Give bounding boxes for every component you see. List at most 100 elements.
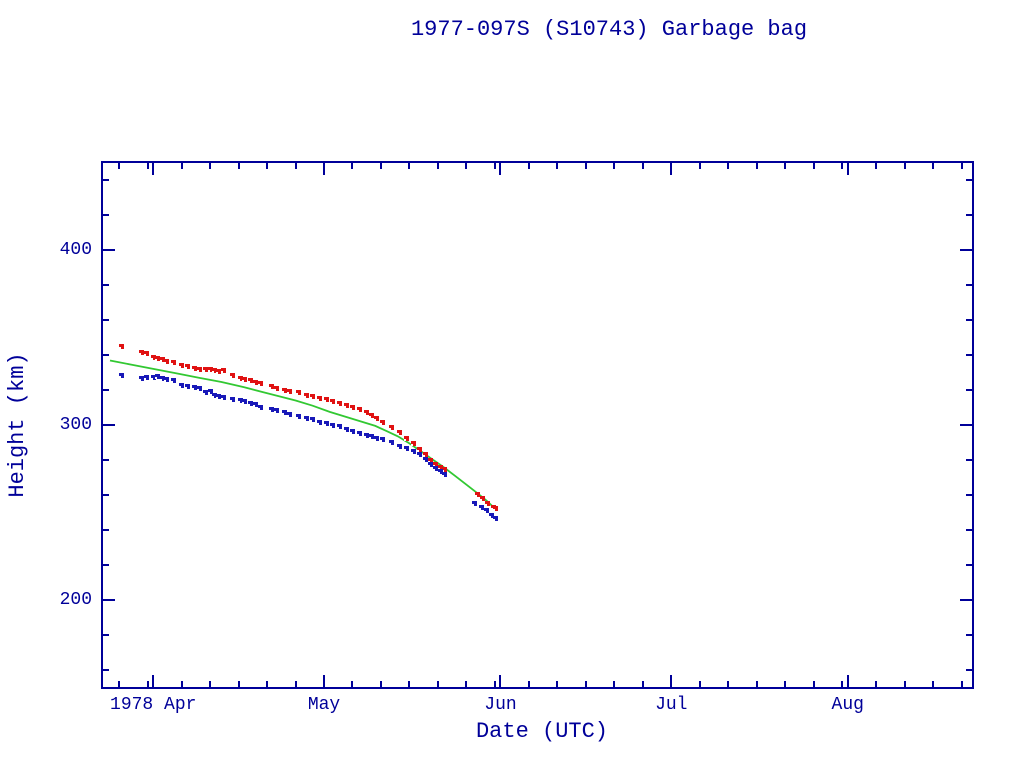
marker-notch <box>480 499 482 501</box>
marker-notch <box>185 367 187 369</box>
red-square-series-marker <box>324 397 329 402</box>
marker-notch <box>203 393 205 395</box>
y-major-tick <box>103 599 115 601</box>
y-tick-label: 400 <box>59 239 92 260</box>
marker-notch <box>144 354 146 356</box>
x-minor-tick <box>380 163 382 169</box>
x-minor-tick <box>961 681 963 688</box>
y-minor-tick <box>103 179 109 181</box>
marker-notch <box>404 449 406 451</box>
marker-notch <box>242 402 244 404</box>
red-square-series-marker <box>287 389 292 394</box>
marker-notch <box>364 436 366 438</box>
x-minor-tick <box>295 163 297 169</box>
red-square-series-marker <box>357 407 362 412</box>
red-square-series-marker <box>493 506 498 511</box>
marker-notch <box>192 388 194 390</box>
marker-notch <box>304 396 306 398</box>
blue-square-series-marker <box>350 429 355 434</box>
blue-square-series-marker <box>296 414 301 419</box>
blue-square-series-marker <box>404 446 409 451</box>
x-minor-tick <box>528 681 530 688</box>
marker-notch <box>216 397 218 399</box>
red-square-series-marker <box>389 425 394 430</box>
red-square-series-marker <box>397 430 402 435</box>
marker-notch <box>489 516 491 518</box>
y-minor-tick <box>103 319 109 321</box>
red-square-series-marker <box>485 501 490 506</box>
marker-notch <box>151 378 153 380</box>
red-square-series-marker <box>192 366 197 371</box>
red-square-series-marker <box>242 377 247 382</box>
x-minor-tick <box>380 681 382 688</box>
marker-notch <box>221 371 223 373</box>
x-minor-tick <box>642 163 644 169</box>
red-square-series-marker <box>296 390 301 395</box>
x-minor-tick <box>408 681 410 688</box>
x-minor-tick <box>181 681 183 688</box>
red-square-series-marker <box>203 367 208 372</box>
marker-notch <box>317 423 319 425</box>
marker-notch <box>269 387 271 389</box>
blue-square-series-marker <box>269 407 274 412</box>
x-minor-tick <box>784 681 786 688</box>
red-square-series-marker <box>208 367 213 372</box>
y-minor-tick <box>103 284 109 286</box>
marker-notch <box>144 378 146 380</box>
x-minor-tick <box>585 681 587 688</box>
y-minor-tick <box>103 564 109 566</box>
blue-square-series-marker <box>364 433 369 438</box>
blue-square-series-marker <box>287 412 292 417</box>
x-minor-tick <box>494 163 496 169</box>
marker-notch <box>160 360 162 362</box>
x-tick-label: 1978 Apr <box>110 695 197 715</box>
x-minor-tick <box>756 163 758 169</box>
blue-square-series-marker <box>374 436 379 441</box>
y-minor-tick <box>103 634 109 636</box>
blue-square-series-marker <box>216 394 221 399</box>
blue-square-series-marker <box>171 378 176 383</box>
marker-notch <box>357 410 359 412</box>
red-square-series-marker <box>404 436 409 441</box>
marker-notch <box>253 405 255 407</box>
y-tick-label: 200 <box>59 590 92 611</box>
marker-notch <box>337 427 339 429</box>
x-minor-tick <box>961 163 963 169</box>
marker-notch <box>479 508 481 510</box>
x-minor-tick <box>699 681 701 688</box>
y-minor-tick <box>966 529 973 531</box>
x-minor-tick <box>642 681 644 688</box>
red-square-series-marker <box>364 410 369 415</box>
red-square-series-marker <box>144 351 149 356</box>
red-square-series-marker <box>317 396 322 401</box>
marker-notch <box>337 404 339 406</box>
x-minor-tick <box>209 163 211 169</box>
y-major-tick <box>960 599 973 601</box>
marker-notch <box>269 410 271 412</box>
x-major-tick <box>670 163 672 175</box>
marker-notch <box>411 452 413 454</box>
x-minor-tick <box>813 163 815 169</box>
x-minor-tick <box>494 681 496 688</box>
blue-square-series-marker <box>337 424 342 429</box>
marker-notch <box>287 415 289 417</box>
red-square-series-marker <box>197 367 202 372</box>
x-minor-tick <box>209 681 211 688</box>
marker-notch <box>282 391 284 393</box>
blue-square-series-marker <box>185 384 190 389</box>
x-major-tick <box>152 163 154 175</box>
red-square-series-marker <box>330 399 335 404</box>
marker-notch <box>216 372 218 374</box>
y-minor-tick <box>966 214 973 216</box>
marker-notch <box>442 470 444 472</box>
marker-notch <box>433 469 435 471</box>
marker-notch <box>310 420 312 422</box>
y-minor-tick <box>966 179 973 181</box>
y-minor-tick <box>103 214 109 216</box>
x-minor-tick <box>904 163 906 169</box>
blue-square-series-marker <box>442 472 447 477</box>
marker-notch <box>493 519 495 521</box>
marker-notch <box>212 371 214 373</box>
blue-square-series-marker <box>221 395 226 400</box>
